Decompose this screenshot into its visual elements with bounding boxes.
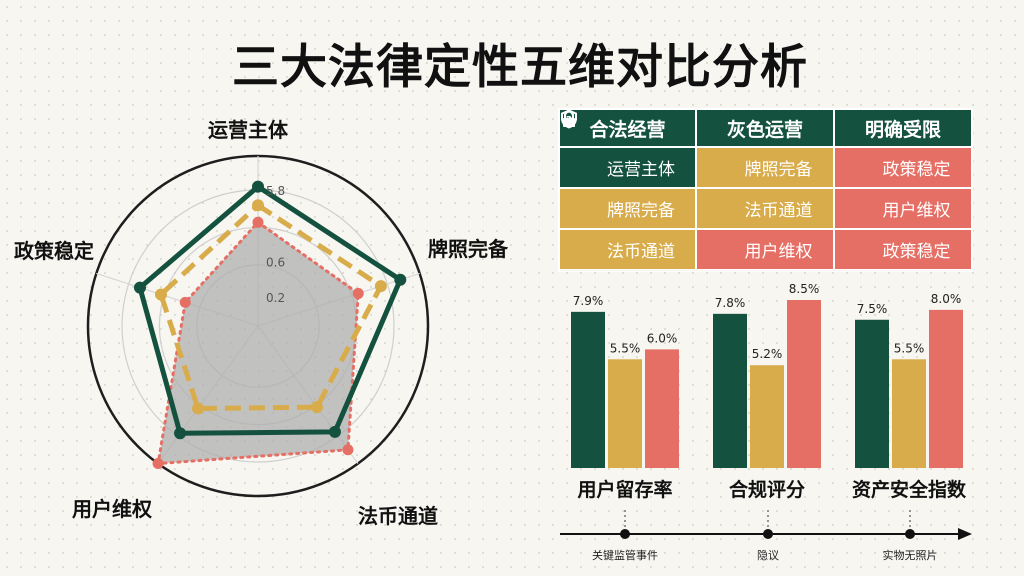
table-header: 灰色运营	[696, 109, 834, 147]
radar-point	[328, 425, 341, 438]
radar-point	[154, 288, 167, 301]
radar-tick-label: 5.8	[266, 184, 285, 198]
table-cell: ? 牌照完备	[559, 109, 696, 229]
radar-point	[152, 458, 164, 470]
shield-question-icon: ?	[561, 109, 600, 219]
lock-icon	[563, 110, 738, 219]
shield-question-icon: ?	[561, 109, 600, 178]
radar-series-dotted	[156, 220, 360, 466]
table-cell-label: 法币通道	[607, 242, 675, 262]
lock-icon	[563, 110, 738, 260]
shield-question-icon: ?	[561, 109, 600, 260]
table-cell: ? 运营主体	[559, 109, 696, 188]
table-cell-label: 法币通道	[744, 201, 813, 221]
radar-tick-label: 0.2	[266, 291, 285, 305]
table-cell: 用户维权	[563, 110, 972, 229]
radar-point	[352, 287, 364, 299]
table-cell: 用户维权	[563, 110, 834, 270]
lock-icon	[563, 110, 876, 219]
table-cell-label: 政策稳定	[882, 242, 951, 262]
radar-point	[374, 280, 387, 293]
table-header: 明确受限	[834, 109, 972, 147]
table-cell: ? 法币通道	[559, 109, 696, 270]
radar-point	[310, 401, 323, 414]
category-table: 合法经营灰色运营明确受限?运营主体?牌照完备?政策稳定?牌照完备法币通道用户维权…	[558, 108, 973, 272]
radar-axis-label: 牌照完备	[428, 237, 509, 261]
radar-point	[252, 180, 264, 193]
radar-point	[179, 296, 191, 308]
radar-axis-label: 政策稳定	[14, 239, 94, 263]
table-cell-label: 牌照完备	[607, 201, 675, 221]
radar-point	[394, 273, 407, 286]
page-title: 三大法律定性五维对比分析	[232, 40, 808, 95]
radar-point	[133, 281, 146, 294]
radar-point	[342, 444, 354, 456]
table-cell-label: 政策稳定	[882, 160, 951, 180]
lock-icon	[563, 110, 876, 260]
table-cell-label: 运营主体	[607, 160, 675, 180]
radar-point	[192, 402, 205, 415]
radar-point	[252, 199, 264, 212]
table-cell: ? 政策稳定	[561, 109, 972, 188]
radar-axis-label: 运营主体	[208, 118, 289, 142]
table-cell: 法币通道	[563, 110, 834, 229]
radar-tick-label: 0.6	[266, 255, 285, 269]
shield-question-icon: ?	[561, 109, 738, 178]
table-cell-label: 用户维权	[882, 201, 951, 221]
table-cell-label: 用户维权	[744, 242, 813, 262]
shield-question-icon: ?	[561, 109, 876, 178]
table-header: 合法经营	[559, 109, 696, 147]
radar-series-dashed	[158, 202, 384, 412]
radar-series-solid	[137, 184, 403, 436]
table-cell-label: 牌照完备	[744, 160, 813, 180]
table-cell: 政策稳定	[563, 110, 972, 270]
radar-axis-label: 法币通道	[358, 504, 438, 528]
radar-axis-label: 用户维权	[72, 497, 153, 521]
radar-point	[252, 216, 264, 228]
radar-point	[174, 427, 187, 440]
table-cell: ? 牌照完备	[561, 109, 834, 188]
